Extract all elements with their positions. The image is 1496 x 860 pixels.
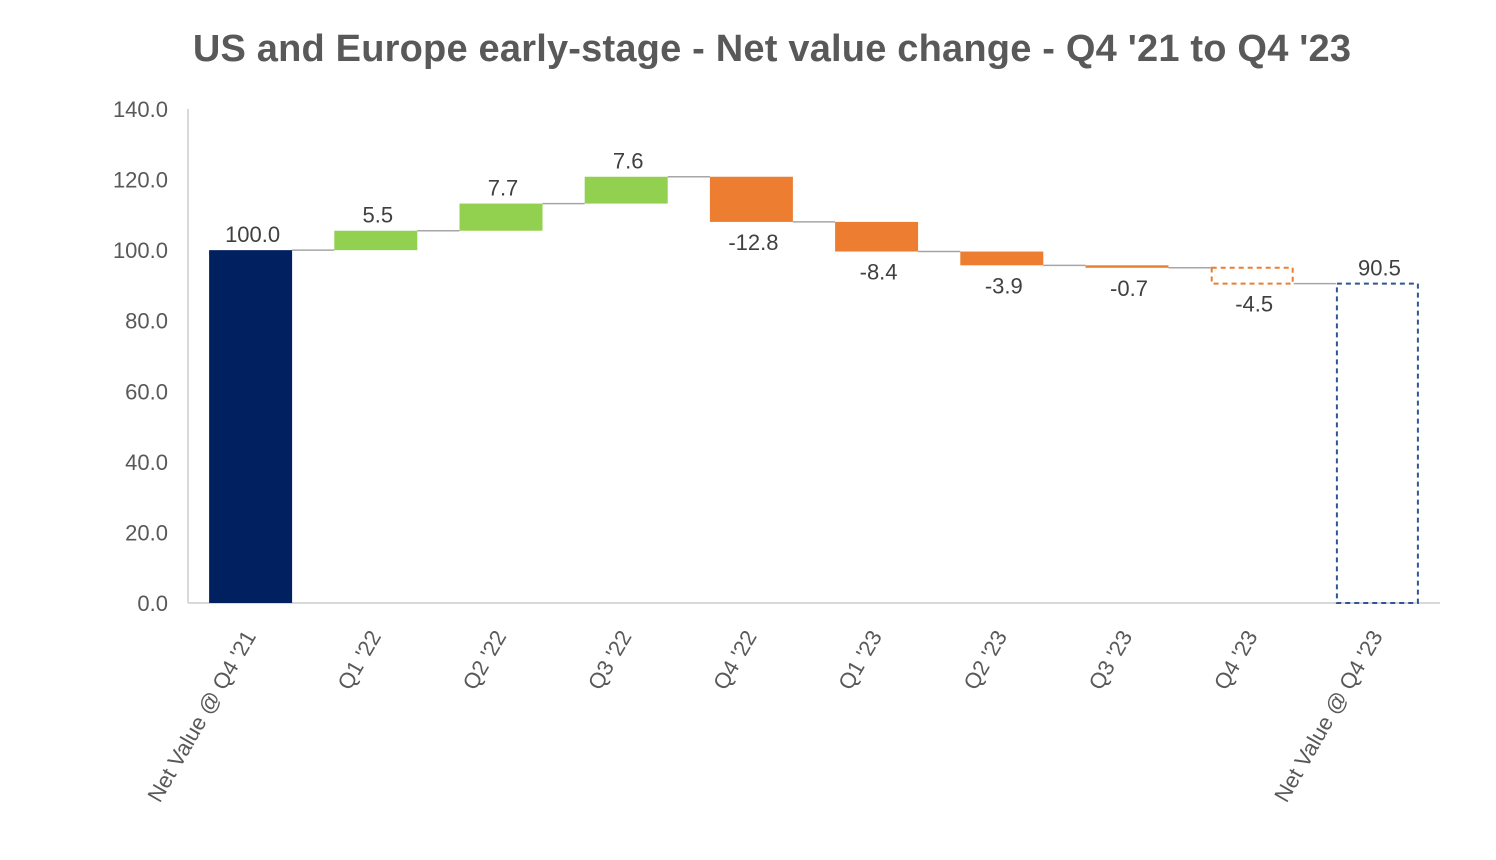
bar <box>1335 282 1419 604</box>
y-tick-label: 0.0 <box>137 591 168 616</box>
y-tick-label: 20.0 <box>125 520 168 545</box>
x-tick-label: Net Value @ Q4 '21 <box>142 626 260 806</box>
data-label: 7.7 <box>488 176 519 201</box>
data-label: -12.8 <box>728 230 778 255</box>
bar <box>584 176 668 204</box>
data-label: 5.5 <box>363 203 394 228</box>
x-tick-label: Q3 '23 <box>1084 626 1138 694</box>
y-tick-label: 80.0 <box>125 309 168 334</box>
x-tick-label: Q2 '22 <box>458 626 512 694</box>
data-labels: 100.0 5.5 7.7 7.6 -12.8 -8.4 -3.9 -0.7 -4.5 90.5 <box>225 149 1401 317</box>
x-tick-label: Q1 '23 <box>833 626 887 694</box>
bar <box>334 230 418 251</box>
bar <box>960 251 1044 266</box>
y-tick-label: 60.0 <box>125 379 168 404</box>
x-tick-label: Net Value @ Q4 '23 <box>1269 626 1387 806</box>
bars <box>209 176 1419 604</box>
chart-title: US and Europe early-stage - Net value ch… <box>192 28 1352 70</box>
y-tick-label: 140.0 <box>113 97 168 122</box>
data-label: 100.0 <box>225 222 280 247</box>
data-label: -4.5 <box>1235 292 1273 317</box>
x-tick-label: Q4 '23 <box>1209 626 1263 694</box>
data-label: 7.6 <box>613 149 644 174</box>
y-tick-label: 40.0 <box>125 450 168 475</box>
bar <box>1085 265 1169 268</box>
x-tick-label: Q3 '22 <box>583 626 637 694</box>
connector-lines <box>292 175 1336 285</box>
data-label: -8.4 <box>860 260 898 285</box>
bar <box>709 176 793 222</box>
y-tick-label: 100.0 <box>113 238 168 263</box>
data-label: 90.5 <box>1358 256 1401 281</box>
y-tick-label: 120.0 <box>113 168 168 193</box>
bar <box>459 203 543 231</box>
bar <box>1210 266 1294 285</box>
x-tick-label: Q1 '22 <box>332 626 386 694</box>
data-label: -3.9 <box>985 273 1023 298</box>
bar <box>835 221 919 252</box>
y-axis: 0.0 20.0 40.0 60.0 80.0 100.0 120.0 140.0 <box>113 97 189 616</box>
bar <box>209 250 293 603</box>
x-tick-label: Q2 '23 <box>958 626 1012 694</box>
data-label: -0.7 <box>1110 276 1148 301</box>
x-tick-label: Q4 '22 <box>708 626 762 694</box>
x-axis: Net Value @ Q4 '21 Q1 '22 Q2 '22 Q3 '22 Q4 '… <box>142 602 1440 806</box>
